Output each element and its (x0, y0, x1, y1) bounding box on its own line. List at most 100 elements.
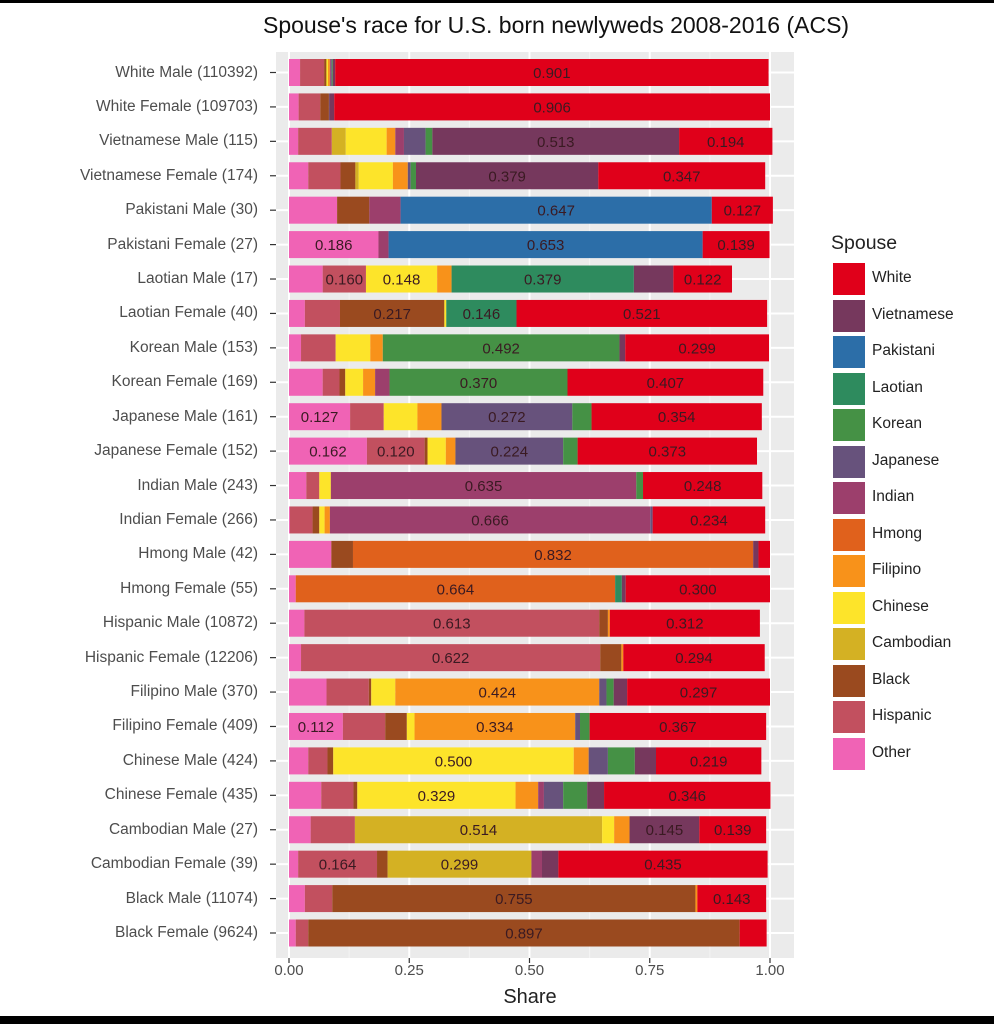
bar-segment-filipino (614, 816, 630, 844)
bar-segment-korean (636, 472, 644, 500)
bar-segment-white (334, 93, 770, 121)
bar-segment-filipino (437, 265, 452, 293)
bar-segment-other (289, 816, 311, 844)
data-label: 0.653 (527, 237, 565, 254)
bar-segment-hispanic (298, 93, 321, 121)
y-axis-label: Vietnamese Female (174) (79, 166, 258, 184)
bar-segment-other (289, 231, 379, 259)
data-label: 0.194 (707, 134, 745, 151)
bar-segment-white (627, 678, 770, 706)
bar-row-hmong-male-42: 0.832 (289, 540, 770, 568)
data-label: 0.613 (433, 616, 471, 633)
data-label: 0.901 (533, 65, 571, 82)
bar-segment-hispanic (310, 816, 355, 844)
bar-segment-indian (369, 196, 401, 224)
bar-segment-japanese (441, 403, 573, 431)
bar-segment-pakistani (400, 196, 712, 224)
bar-row-hmong-female-55: 0.664 0.300 (289, 575, 770, 603)
data-label: 0.370 (460, 375, 498, 392)
bar-segment-japanese (599, 678, 607, 706)
bar-segment-indian (538, 781, 544, 809)
y-axis-label: Black Male (11074) (125, 889, 258, 907)
bar-segment-vietnamese (621, 575, 626, 603)
bar-segment-chinese (358, 162, 393, 190)
data-label: 0.647 (537, 203, 575, 220)
data-label: 0.635 (465, 478, 503, 495)
data-label: 0.906 (533, 99, 571, 116)
data-label: 0.832 (534, 547, 572, 564)
data-label: 0.407 (647, 375, 685, 392)
bar-segment-hispanic (289, 506, 313, 534)
y-axis-label: Hispanic Male (10872) (102, 614, 258, 632)
bar-segment-hispanic (366, 437, 425, 465)
bar-segment-other (289, 885, 305, 913)
legend-swatch (833, 445, 865, 478)
bar-segment-other (289, 575, 296, 603)
bar-segment-indian (329, 506, 651, 534)
bar-segment-hispanic (342, 712, 386, 740)
legend-label: Indian (872, 488, 915, 505)
bar-segment-black (353, 781, 358, 809)
bar-row-indian-male-243: 0.635 0.248 (289, 472, 763, 500)
bar-segment-korean (410, 162, 416, 190)
legend-swatch (833, 409, 865, 441)
bar-segment-black (320, 93, 329, 121)
bar-segment-hmong (295, 575, 616, 603)
bar-row-laotian-male-17: 0.160 0.148 0.379 0.122 (289, 265, 733, 293)
data-label: 0.300 (679, 581, 717, 598)
bar-segment-other (289, 299, 305, 327)
bar-segment-chinese (319, 506, 325, 534)
bar-segment-white (591, 403, 762, 431)
bar-segment-filipino (324, 506, 330, 534)
data-label: 0.224 (491, 444, 529, 461)
data-label: 0.122 (684, 272, 722, 289)
bar-segment-black (331, 540, 353, 568)
bar-segment-hispanic (350, 403, 384, 431)
bar-segment-filipino (515, 781, 539, 809)
y-axis-label: Laotian Male (17) (137, 270, 258, 288)
bar-row-vietnamese-female-174: 0.379 0.347 (289, 162, 766, 190)
legend-swatch (833, 628, 865, 660)
data-label: 0.354 (658, 409, 696, 426)
bar-segment-white (567, 368, 764, 396)
bar-segment-vietnamese (753, 540, 759, 568)
data-label: 0.492 (482, 340, 520, 357)
bar-segment-other (289, 472, 307, 500)
y-axis-label: Laotian Female (40) (119, 304, 258, 322)
bar-segment-hispanic (304, 609, 600, 637)
bar-segment-chinese (345, 368, 364, 396)
bar-segment-cambodian (355, 162, 359, 190)
bar-segment-other (289, 59, 301, 86)
bar-segment-hispanic (298, 127, 332, 155)
bar-segment-hispanic (301, 334, 336, 362)
bar-segment-laotian (446, 299, 517, 327)
legend-label: White (872, 269, 912, 286)
data-label: 0.217 (373, 306, 411, 323)
bar-row-laotian-female-40: 0.217 0.146 0.521 (289, 299, 768, 327)
bar-row-chinese-male-424: 0.500 0.219 (289, 747, 762, 775)
legend-swatch (833, 299, 865, 332)
y-axis-label: Filipino Female (409) (112, 717, 258, 735)
data-label: 0.219 (690, 753, 728, 770)
data-label: 0.347 (663, 168, 701, 185)
bar-segment-white (643, 472, 763, 500)
bar-segment-japanese (588, 747, 608, 775)
bar-segment-vietnamese (587, 781, 605, 809)
bar-segment-other (289, 644, 302, 672)
legend-label: Vietnamese (872, 305, 954, 323)
data-label: 0.234 (690, 512, 728, 529)
bar-segment-other (289, 850, 299, 878)
bar-segment-other (289, 196, 338, 224)
bar-segment-black (308, 919, 740, 947)
bar-segment-indian (330, 472, 637, 500)
bar-segment-hispanic (308, 162, 341, 190)
y-axis-label: Chinese Male (424) (122, 751, 258, 769)
bar-segment-white (711, 196, 773, 224)
y-axis-label: Japanese Female (152) (94, 442, 258, 460)
top-border (0, 0, 994, 3)
bar-segment-filipino (414, 712, 576, 740)
bar-segment-other (289, 127, 299, 155)
y-axis-label: Vietnamese Male (115) (99, 132, 258, 150)
bar-segment-other (289, 919, 296, 947)
